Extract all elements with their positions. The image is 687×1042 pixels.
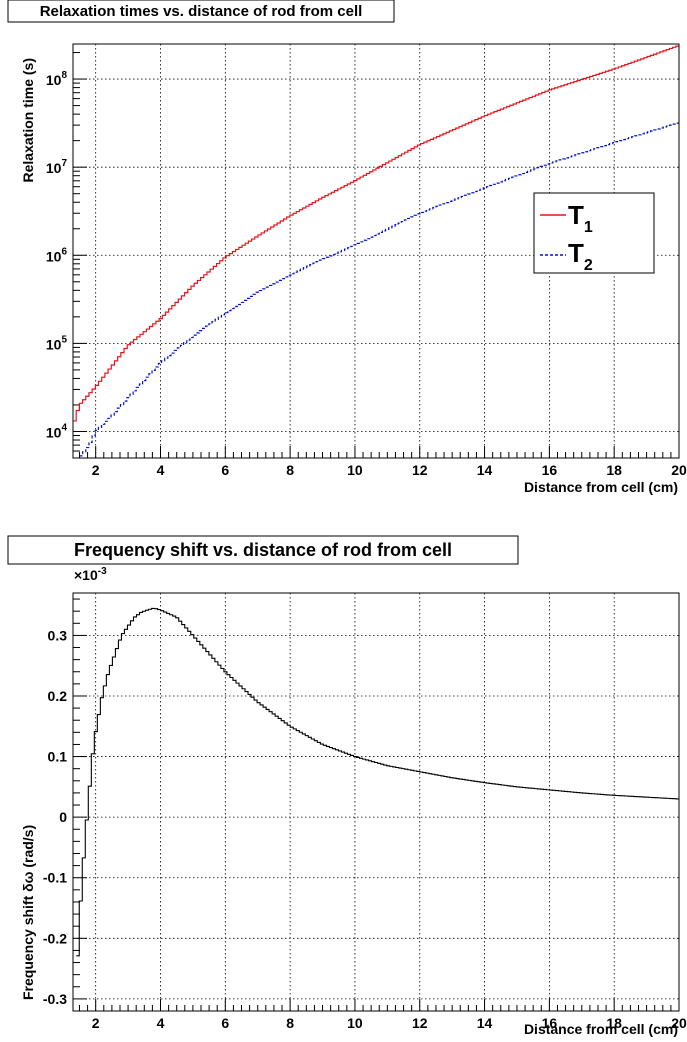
relaxation-y-tick-label: 105 <box>46 334 68 352</box>
relaxation-x-tick-labels: 2 4 6 8 10 12 14 16 18 20 <box>92 462 687 478</box>
relaxation-x-tick-label: 18 <box>606 462 622 478</box>
relaxation-x-tick-label: 2 <box>92 462 100 478</box>
frequency-title: Frequency shift vs. distance of rod from… <box>74 540 452 560</box>
frequency-x-tick-label: 18 <box>606 1015 622 1031</box>
relaxation-y-tick-label: 107 <box>46 158 68 176</box>
frequency-chart: Frequency shift vs. distance of rod from… <box>7 535 687 1037</box>
legend-t1-label: T1 <box>568 200 593 236</box>
relaxation-x-tick-label: 20 <box>671 462 687 478</box>
frequency-series <box>76 607 679 957</box>
relaxation-x-axis-title: Distance from cell (cm) <box>524 479 678 495</box>
relaxation-y-tick-labels: 104 105 106 107 108 <box>46 70 68 440</box>
relaxation-y-tick-label: 104 <box>46 422 68 440</box>
frequency-y-tick-label: 0.2 <box>48 688 68 704</box>
frequency-y-tick-label: -0.3 <box>43 991 67 1007</box>
frequency-y-tick-label: -0.2 <box>43 930 67 946</box>
frequency-x-tick-label: 16 <box>542 1015 558 1031</box>
relaxation-x-tick-label: 12 <box>412 462 428 478</box>
frequency-x-tick-label: 12 <box>412 1015 428 1031</box>
relaxation-x-tick-label: 4 <box>157 462 165 478</box>
frequency-x-tick-label: 6 <box>221 1015 229 1031</box>
frequency-x-tick-label: 20 <box>671 1015 687 1031</box>
relaxation-plot-frame <box>72 43 680 459</box>
frequency-y-tick-label: 0.3 <box>48 627 68 643</box>
frequency-x-tick-label: 8 <box>286 1015 294 1031</box>
relaxation-x-tick-label: 16 <box>542 462 558 478</box>
frequency-x-tick-label: 14 <box>477 1015 493 1031</box>
frequency-y-tick-label: 0.1 <box>48 749 68 765</box>
frequency-y-tick-label: -0.1 <box>43 870 67 886</box>
frequency-x-tick-label: 10 <box>347 1015 363 1031</box>
legend-t2-label: T2 <box>568 238 593 274</box>
relaxation-x-tick-label: 10 <box>347 462 363 478</box>
frequency-y-tick-labels: -0.3 -0.2 -0.1 0 0.1 0.2 0.3 <box>43 627 67 1006</box>
frequency-x-axis-title: Distance from cell (cm) <box>524 1021 678 1037</box>
frequency-ticks <box>73 598 680 1012</box>
relaxation-x-tick-label: 6 <box>221 462 229 478</box>
frequency-y-axis-title: Frequency shift δω (rad/s) <box>20 825 36 1000</box>
relaxation-series <box>73 45 679 457</box>
frequency-plot-frame <box>72 592 680 1012</box>
relaxation-title-box <box>7 0 395 23</box>
frequency-grid <box>73 593 680 1011</box>
frequency-x-tick-label: 4 <box>157 1015 165 1031</box>
relaxation-ticks <box>73 52 680 459</box>
relaxation-title: Relaxation times vs. distance of rod fro… <box>40 3 363 20</box>
relaxation-y-tick-label: 106 <box>46 246 68 264</box>
relaxation-t2-line <box>79 122 679 457</box>
frequency-multiplier: ×10-3 <box>74 566 107 583</box>
frequency-shift-line <box>76 607 679 957</box>
frequency-title-box <box>7 535 519 565</box>
relaxation-y-tick-label: 108 <box>46 70 68 88</box>
frequency-y-tick-label: 0 <box>59 809 67 825</box>
frequency-x-tick-labels: 2 4 6 8 10 12 14 16 18 20 <box>92 1015 687 1031</box>
relaxation-y-axis-title: Relaxation time (s) <box>20 58 36 182</box>
relaxation-chart: Relaxation times vs. distance of rod fro… <box>7 0 687 495</box>
frequency-x-tick-label: 2 <box>92 1015 100 1031</box>
relaxation-t1-line <box>73 45 679 422</box>
relaxation-legend: T1 T2 <box>533 192 655 274</box>
relaxation-x-tick-label: 14 <box>477 462 493 478</box>
legend-box <box>533 192 655 274</box>
relaxation-x-tick-label: 8 <box>286 462 294 478</box>
